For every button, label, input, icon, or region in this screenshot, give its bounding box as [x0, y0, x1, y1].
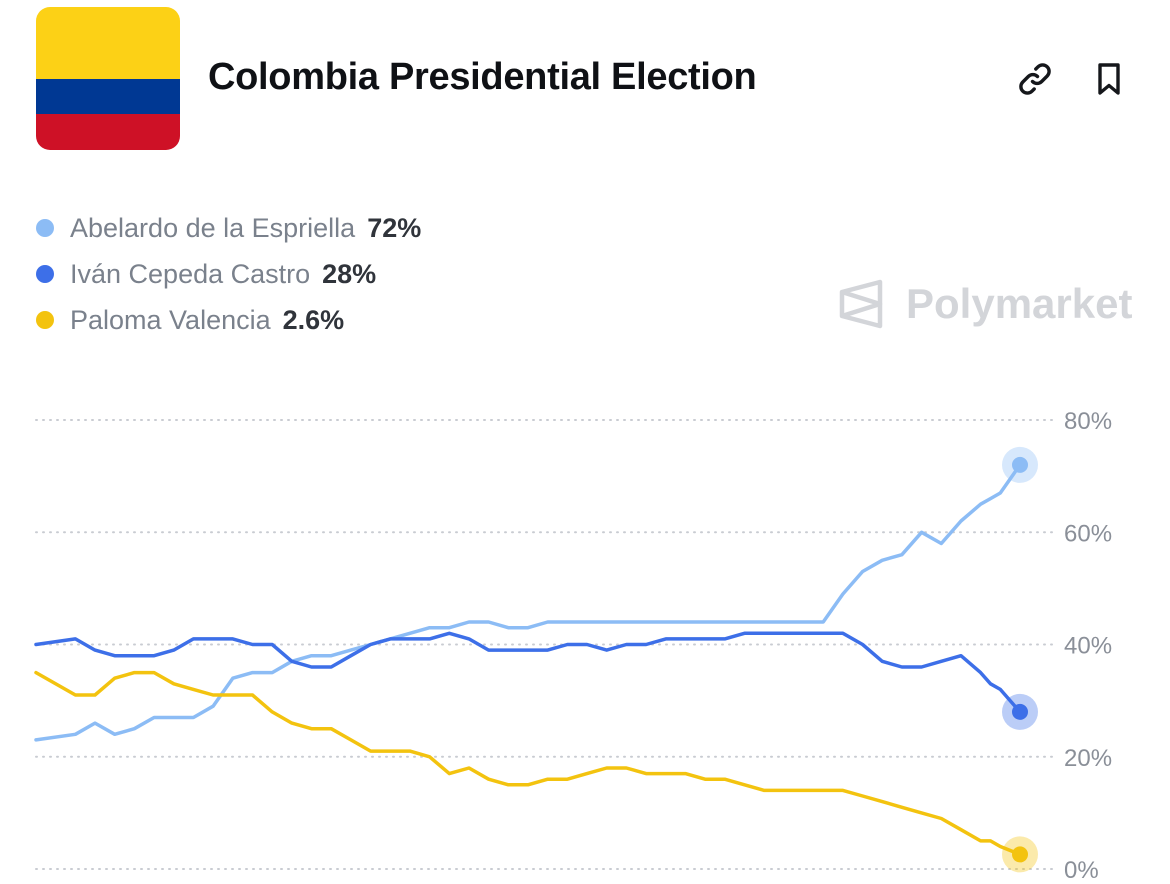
chart-legend: Abelardo de la Espriella 72% Iván Cepeda…	[36, 205, 421, 343]
page-title: Colombia Presidential Election	[208, 56, 757, 98]
series-endpoint	[1012, 846, 1028, 863]
flag-band-yellow	[36, 7, 180, 79]
legend-dot	[36, 311, 54, 329]
series-endpoint	[1012, 703, 1028, 720]
series-endpoint	[1012, 456, 1028, 473]
bookmark-button[interactable]	[1085, 55, 1133, 103]
legend-item: Paloma Valencia 2.6%	[36, 297, 421, 343]
legend-series-value: 2.6%	[282, 304, 345, 335]
polymarket-watermark: Polymarket	[838, 278, 1132, 330]
series-line	[34, 463, 1022, 742]
legend-dot	[36, 219, 54, 237]
legend-dot	[36, 265, 54, 283]
colombia-flag-icon	[36, 7, 180, 150]
legend-item: Iván Cepeda Castro 28%	[36, 251, 421, 297]
legend-item: Abelardo de la Espriella 72%	[36, 205, 421, 251]
legend-series-name: Abelardo de la Espriella	[70, 212, 356, 243]
link-button[interactable]	[1011, 55, 1059, 103]
y-tick-label: 60%	[1064, 520, 1112, 547]
y-tick-label: 80%	[1064, 408, 1112, 435]
polymarket-logo-icon	[839, 279, 883, 329]
y-tick-label: 20%	[1064, 745, 1112, 772]
link-icon	[1019, 63, 1051, 95]
series-line	[34, 631, 1022, 714]
bookmark-icon	[1098, 63, 1120, 95]
flag-band-blue	[36, 78, 180, 115]
y-tick-label: 0%	[1064, 857, 1099, 884]
legend-series-name: Iván Cepeda Castro	[70, 258, 311, 289]
flag-band-red	[36, 114, 180, 150]
legend-series-name: Paloma Valencia	[70, 304, 271, 335]
series-line	[34, 670, 1022, 857]
watermark-text: Polymarket	[906, 280, 1133, 327]
legend-series-value: 72%	[367, 212, 422, 243]
y-tick-label: 40%	[1064, 633, 1112, 660]
legend-series-value: 28%	[322, 258, 377, 289]
